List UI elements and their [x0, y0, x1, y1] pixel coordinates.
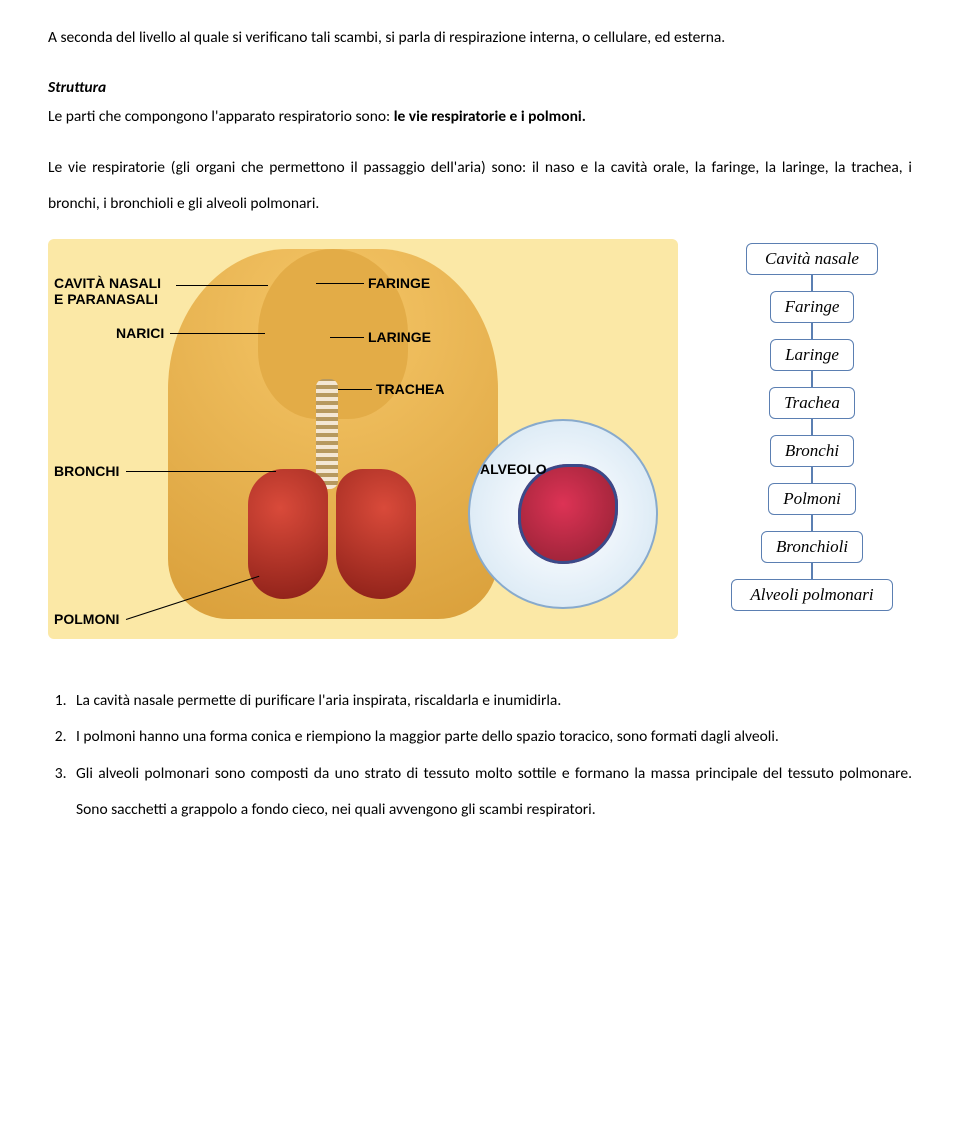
flow-box-polmoni: Polmoni [768, 483, 856, 515]
flow-box-bronchi: Bronchi [770, 435, 854, 467]
intro-paragraph: A seconda del livello al quale si verifi… [48, 20, 912, 56]
flow-box-bronchioli: Bronchioli [761, 531, 863, 563]
label-alveolo: ALVEOLO [480, 461, 547, 477]
flow-connector [811, 323, 813, 339]
flow-box-faringe: Faringe [770, 291, 855, 323]
flow-box-alveoli-polmonari: Alveoli polmonari [731, 579, 892, 611]
leader-laringe [330, 337, 364, 338]
lung-right-shape [336, 469, 416, 599]
struttura-paragraph-2: Le vie respiratorie (gli organi che perm… [48, 150, 912, 223]
respiratory-illustration: CAVITÀ NASALIE PARANASALI NARICI BRONCHI… [48, 239, 678, 639]
list-item-1: La cavità nasale permette di purificare … [70, 683, 912, 719]
label-faringe: FARINGE [368, 275, 430, 291]
flow-chart: Cavità nasale Faringe Laringe Trachea Br… [712, 243, 912, 611]
leader-bronchi [126, 471, 276, 472]
section-heading-struttura: Struttura [48, 78, 912, 97]
flow-connector [811, 275, 813, 291]
list-item-3: Gli alveoli polmonari sono composti da u… [70, 756, 912, 829]
trachea-shape [316, 379, 338, 489]
flow-connector [811, 467, 813, 483]
label-polmoni: POLMONI [54, 611, 119, 627]
leader-faringe [316, 283, 364, 284]
lung-left-shape [248, 469, 328, 599]
leader-narici [170, 333, 265, 334]
numbered-list: La cavità nasale permette di purificare … [48, 683, 912, 829]
flow-box-trachea: Trachea [769, 387, 855, 419]
list-item-2: I polmoni hanno una forma conica e riemp… [70, 719, 912, 755]
flow-box-laringe: Laringe [770, 339, 854, 371]
label-trachea: TRACHEA [376, 381, 444, 397]
struttura-paragraph-1: Le parti che compongono l'apparato respi… [48, 99, 912, 135]
flow-connector [811, 419, 813, 435]
flow-connector [811, 515, 813, 531]
flow-connector [811, 371, 813, 387]
leader-cavita-nasali [176, 285, 268, 286]
label-narici: NARICI [116, 325, 164, 341]
flow-box-cavita-nasale: Cavità nasale [746, 243, 878, 275]
flow-connector [811, 563, 813, 579]
label-laringe: LARINGE [368, 329, 431, 345]
leader-trachea [338, 389, 372, 390]
diagram-zone: CAVITÀ NASALIE PARANASALI NARICI BRONCHI… [48, 239, 912, 659]
label-cavita-nasali: CAVITÀ NASALIE PARANASALI [54, 275, 161, 307]
label-bronchi: BRONCHI [54, 463, 119, 479]
struttura-p1-bold: le vie respiratorie e i polmoni. [394, 107, 586, 126]
struttura-p1-pre: Le parti che compongono l'apparato respi… [48, 107, 394, 126]
